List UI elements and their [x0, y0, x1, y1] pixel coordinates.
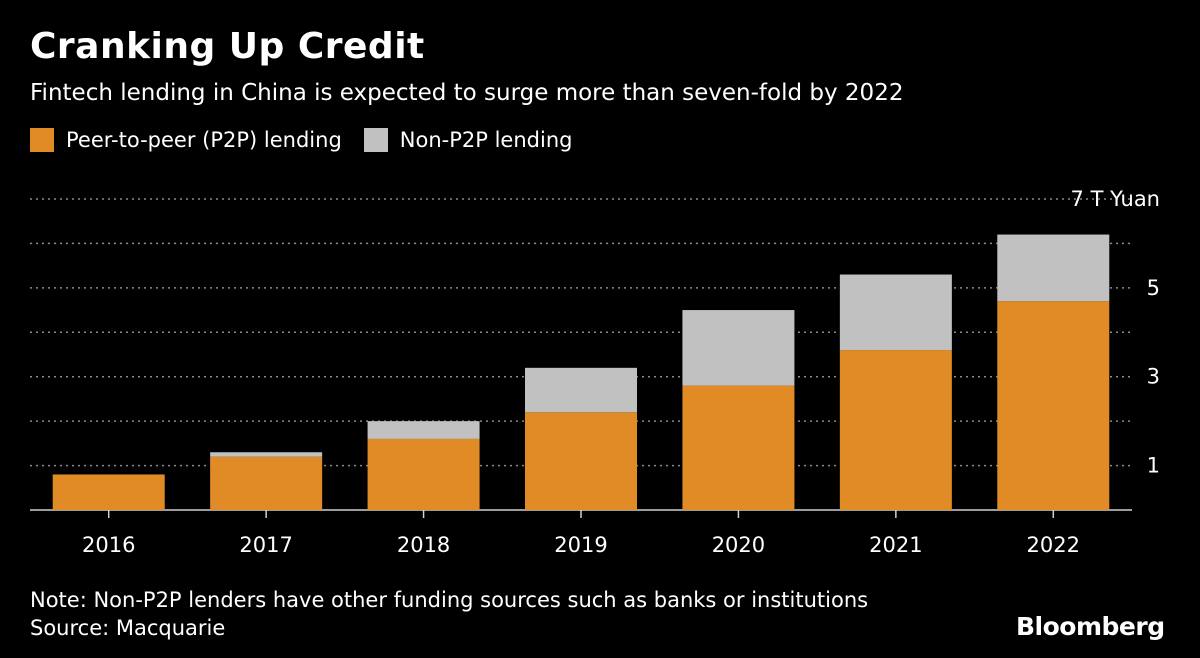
bar-p2p — [997, 301, 1110, 510]
source-text: Source: Macquarie — [30, 616, 226, 640]
bar-non-p2p — [367, 421, 480, 439]
x-tick-label: 2017 — [239, 533, 292, 557]
note-text: Note: Non-P2P lenders have other funding… — [30, 588, 869, 612]
legend: Peer-to-peer (P2P) lending Non-P2P lendi… — [30, 128, 594, 152]
x-tick-label: 2021 — [869, 533, 922, 557]
y-tick-label: 5 — [1147, 276, 1160, 300]
legend-item-p2p: Peer-to-peer (P2P) lending — [30, 128, 342, 152]
y-tick-label: 3 — [1147, 365, 1160, 389]
bar-non-p2p — [839, 274, 952, 351]
y-tick-label: 1 — [1147, 454, 1160, 478]
x-tick-label: 2019 — [554, 533, 607, 557]
bar-non-p2p — [210, 452, 323, 457]
chart-title: Cranking Up Credit — [30, 26, 425, 67]
bar-non-p2p — [997, 234, 1110, 302]
bar-p2p — [367, 438, 480, 510]
x-tick-label: 2020 — [712, 533, 765, 557]
legend-item-non-p2p: Non-P2P lending — [363, 128, 573, 152]
x-tick-label: 2022 — [1027, 533, 1080, 557]
bar-p2p — [839, 350, 952, 510]
y-tick-label: 7 T Yuan — [1071, 187, 1160, 211]
bloomberg-logo: Bloomberg — [1016, 612, 1165, 641]
bar-p2p — [525, 412, 637, 510]
x-tick-label: 2018 — [397, 533, 450, 557]
footnote: Note: Non-P2P lenders have other funding… — [30, 586, 868, 642]
bar-p2p — [682, 385, 795, 510]
chart-subtitle: Fintech lending in China is expected to … — [30, 80, 904, 106]
legend-swatch-p2p — [30, 128, 54, 152]
bar-p2p — [210, 456, 323, 510]
legend-label-p2p: Peer-to-peer (P2P) lending — [66, 128, 342, 152]
bar-p2p — [52, 474, 165, 510]
legend-swatch-non-p2p — [363, 128, 388, 152]
bar-non-p2p — [525, 367, 637, 413]
bar-non-p2p — [682, 310, 795, 386]
x-tick-label: 2016 — [82, 533, 135, 557]
legend-label-non-p2p: Non-P2P lending — [399, 128, 573, 152]
